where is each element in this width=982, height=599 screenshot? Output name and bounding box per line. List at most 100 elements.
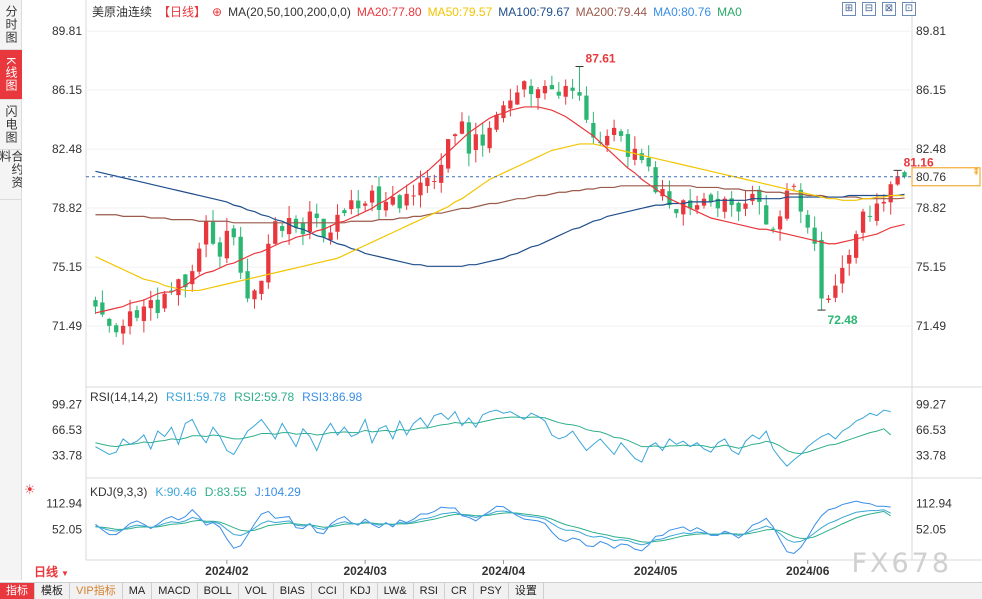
- candle-body: [480, 134, 485, 146]
- candle-body: [217, 242, 223, 257]
- indicator-tab-7[interactable]: BIAS: [274, 583, 312, 599]
- candle-body: [466, 122, 472, 154]
- candle-body: [245, 271, 250, 299]
- candle-body: [425, 177, 430, 187]
- rsi-values: RSI1:59.78 RSI2:59.78 RSI3:86.98: [166, 390, 370, 404]
- indicator-tab-6[interactable]: VOL: [239, 583, 274, 599]
- current-price-box: [911, 167, 981, 187]
- candle-body: [328, 232, 333, 241]
- candle-body: [286, 218, 292, 235]
- rsi-value-0: RSI1:59.78: [166, 390, 227, 404]
- candle-body: [162, 293, 167, 309]
- period-tag[interactable]: 【日线】: [158, 5, 207, 19]
- candle-body: [148, 300, 153, 309]
- price-tick-left: 78.82: [52, 201, 82, 215]
- indicator-tab-13[interactable]: PSY: [474, 583, 509, 599]
- ma-formula: MA(20,50,100,200,0,0): [228, 5, 351, 19]
- candle-body: [390, 197, 395, 205]
- candle-body: [397, 195, 402, 209]
- indicator-tab-10[interactable]: LW&: [378, 583, 414, 599]
- indicator-tab-3[interactable]: MA: [123, 583, 153, 599]
- candle-body: [591, 122, 596, 138]
- candle-body: [653, 167, 658, 193]
- candle-body: [874, 203, 880, 221]
- date-label: 2024/05: [634, 564, 678, 578]
- candle-body: [203, 221, 209, 245]
- period-dropdown[interactable]: 日线: [22, 563, 72, 580]
- ma-value-4: MA0:80.76: [653, 5, 712, 19]
- tab-kline[interactable]: K线图: [0, 50, 22, 100]
- indicator-tab-2[interactable]: VIP指标: [70, 583, 123, 599]
- candle-body: [715, 198, 720, 209]
- rsi-tick-right: 99.27: [916, 397, 946, 411]
- candle-body: [141, 306, 147, 322]
- candle-body: [688, 200, 693, 209]
- window-controls: ⊞ ⊟ ⊠ ⊡: [842, 2, 916, 16]
- indicator-tab-12[interactable]: CR: [445, 583, 474, 599]
- candle-body: [556, 91, 561, 96]
- zoom-in-icon[interactable]: ⊞: [842, 2, 856, 16]
- kline-chart-svg[interactable]: 89.81 89.81 86.15 86.15 82.48 82.48 78.82 78.82…: [22, 0, 982, 580]
- candle-body: [197, 248, 202, 272]
- indicator-tab-5[interactable]: BOLL: [198, 583, 239, 599]
- candle-body: [418, 182, 423, 196]
- candle-body: [252, 290, 257, 300]
- candle-body: [169, 290, 174, 293]
- candle-body: [515, 92, 520, 105]
- candle-body: [280, 226, 285, 231]
- candle-body: [853, 234, 859, 258]
- rsi1-line: [95, 409, 891, 467]
- chart-area[interactable]: 89.81 89.81 86.15 86.15 82.48 82.48 78.82 78.82…: [22, 0, 982, 580]
- tab-contract-info[interactable]: 合约资料: [0, 150, 24, 200]
- tab-lightning[interactable]: 闪电图: [0, 100, 22, 150]
- restore-icon[interactable]: ⊠: [882, 2, 896, 16]
- candle-body: [356, 200, 361, 209]
- candle-body: [321, 218, 326, 238]
- candle-body: [487, 127, 492, 149]
- indicator-tab-0[interactable]: 指标: [0, 583, 35, 599]
- zoom-out-icon[interactable]: ⊟: [862, 2, 876, 16]
- candle-body: [833, 285, 838, 298]
- rsi2-line: [95, 416, 892, 455]
- indicator-tab-4[interactable]: MACD: [152, 583, 198, 599]
- tab-time-sharing[interactable]: 分时图: [0, 0, 22, 50]
- candle-body: [535, 89, 541, 99]
- candle-body: [494, 114, 499, 130]
- candle-body: [134, 310, 140, 318]
- indicator-tab-1[interactable]: 模板: [35, 583, 70, 599]
- date-label: 2024/03: [343, 564, 387, 578]
- indicator-tab-14[interactable]: 设置: [509, 583, 544, 599]
- candle-body: [563, 86, 568, 97]
- candle-body: [632, 148, 637, 160]
- ma100-line: [95, 170, 905, 267]
- price-tick-right: 82.48: [916, 142, 946, 156]
- indicator-tab-8[interactable]: CCI: [312, 583, 344, 599]
- price-tick-right: 75.15: [916, 260, 946, 274]
- candle-body: [183, 274, 188, 288]
- maximize-icon[interactable]: ⊡: [902, 2, 916, 16]
- date-label: 2024/04: [482, 564, 526, 578]
- indicator-tab-9[interactable]: KDJ: [344, 583, 378, 599]
- kdj-tick-left: 52.05: [52, 522, 82, 536]
- price-tick-left: 86.15: [52, 83, 82, 97]
- rsi-tick-left: 66.53: [52, 423, 82, 437]
- candle-body: [314, 213, 319, 218]
- candle-body: [376, 186, 382, 210]
- watermark-logo: FX678: [851, 548, 952, 579]
- kdj-j-line: [95, 500, 891, 554]
- candle-body: [432, 180, 437, 182]
- candle-body: [459, 121, 465, 134]
- kdj-tick-right: 112.94: [916, 496, 952, 510]
- candle-body: [549, 85, 555, 90]
- indicator-tab-11[interactable]: RSI: [414, 583, 445, 599]
- candle-body: [757, 189, 762, 202]
- price-tick-left: 75.15: [52, 260, 82, 274]
- settings-icon[interactable]: ⊕: [212, 5, 223, 19]
- candle-body: [881, 201, 886, 204]
- sun-icon[interactable]: ☀: [24, 482, 36, 497]
- kdj-formula: KDJ(9,3,3): [90, 485, 148, 499]
- rsi-header: RSI(14,14,2) RSI1:59.78 RSI2:59.78 RSI3:86.…: [90, 390, 378, 404]
- price-tick-left: 82.48: [52, 142, 82, 156]
- kdj-values: K:90.46 D:83.55 J:104.29: [155, 485, 308, 499]
- candle-body: [618, 131, 624, 136]
